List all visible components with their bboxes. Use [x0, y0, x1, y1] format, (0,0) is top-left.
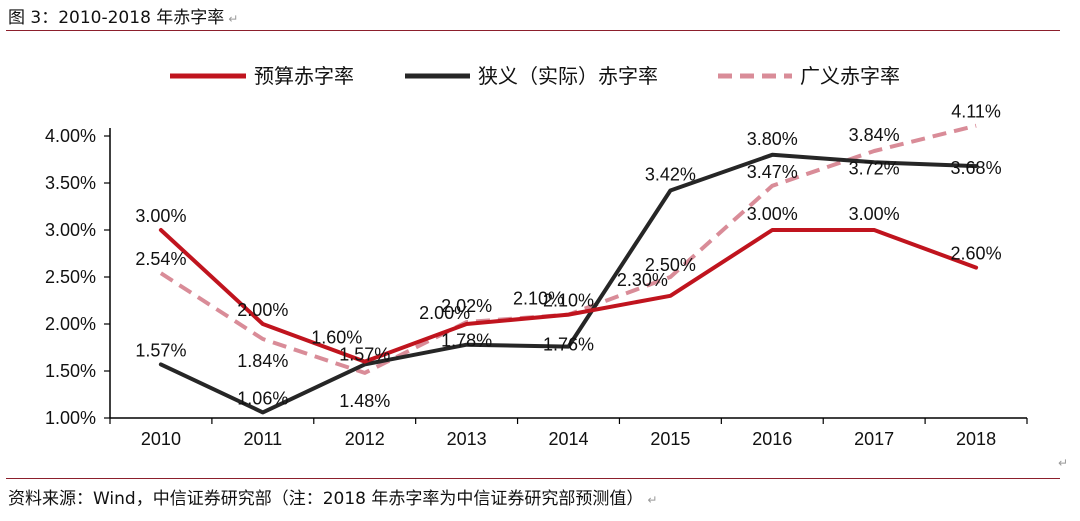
- deficit-line-chart: 预算赤字率 狭义（实际）赤字率 广义赤字率 1.00% 1.50% 2.00% 2.50%…: [45, 65, 1028, 449]
- data-label: 1.57%: [339, 344, 390, 364]
- figure-title: 图 3：2010-2018 年赤字率 ↵: [8, 6, 238, 31]
- data-label: 3.42%: [645, 165, 696, 185]
- data-label: 3.84%: [849, 125, 900, 145]
- figure-title-text: 图 3：2010-2018 年赤字率: [8, 8, 225, 28]
- x-tick-label: 2018: [956, 429, 996, 449]
- data-label: 3.72%: [849, 158, 900, 178]
- y-tick-label: 1.50%: [45, 361, 96, 381]
- data-label: 1.06%: [237, 388, 288, 408]
- data-label: 3.00%: [849, 204, 900, 224]
- data-label: 2.10%: [543, 291, 594, 311]
- data-label: 2.10%: [513, 289, 564, 309]
- data-label: 2.30%: [617, 270, 668, 290]
- data-label: 2.50%: [645, 255, 696, 275]
- data-label: 2.02%: [441, 296, 492, 316]
- series-line-0: [158, 228, 979, 364]
- paragraph-mark-icon: ↵: [1058, 456, 1069, 470]
- data-label: 2.00%: [419, 303, 470, 323]
- x-tick-label: 2014: [548, 429, 588, 449]
- data-label: 2.54%: [135, 249, 186, 269]
- paragraph-mark-icon: ↵: [228, 12, 239, 26]
- x-tick-label: 2015: [650, 429, 690, 449]
- data-label: 1.78%: [441, 331, 492, 351]
- source-note: 资料来源：Wind，中信证券研究部（注：2018 年赤字率为中信证券研究部预测值…: [8, 487, 657, 512]
- legend-label-0: 预算赤字率: [254, 65, 354, 88]
- data-label: 3.00%: [135, 206, 186, 226]
- data-label: 1.48%: [339, 391, 390, 411]
- chart-data-labels: 3.00% 2.00% 1.60% 2.00% 2.10% 2.30% 3.00% 3.00%…: [135, 102, 1001, 411]
- paragraph-mark-icon: ↵: [647, 493, 658, 507]
- chart-legend: 预算赤字率 狭义（实际）赤字率 广义赤字率: [170, 65, 900, 88]
- data-label: 1.84%: [237, 351, 288, 371]
- y-tick-label: 1.00%: [45, 408, 96, 428]
- top-divider: [6, 30, 1060, 31]
- data-label: 3.80%: [747, 129, 798, 149]
- y-tick-label: 4.00%: [45, 126, 96, 146]
- y-tick-label: 2.00%: [45, 314, 96, 334]
- x-tick-label: 2012: [345, 429, 385, 449]
- x-tick-label: 2017: [854, 429, 894, 449]
- data-label: 1.60%: [311, 328, 362, 348]
- data-label: 3.47%: [747, 162, 798, 182]
- chart-axes: 1.00% 1.50% 2.00% 2.50% 3.00% 3.50% 4.00% 2010 2…: [45, 126, 1028, 449]
- x-tick-label: 2013: [447, 429, 487, 449]
- bottom-divider: [6, 478, 1060, 479]
- x-tick-label: 2011: [243, 429, 282, 449]
- data-label: 3.68%: [951, 158, 1002, 178]
- series-line-1: [158, 152, 979, 415]
- legend-label-1: 狭义（实际）赤字率: [478, 65, 658, 88]
- x-tick-label: 2010: [141, 429, 181, 449]
- data-label: 1.76%: [543, 335, 594, 355]
- chart-series-lines: [158, 123, 979, 415]
- data-label: 3.00%: [747, 204, 798, 224]
- x-tick-label: 2016: [752, 429, 792, 449]
- data-label: 1.57%: [135, 340, 186, 360]
- y-tick-label: 3.00%: [45, 220, 96, 240]
- data-label: 4.11%: [951, 102, 1001, 122]
- legend-label-2: 广义赤字率: [800, 65, 900, 88]
- source-note-text: 资料来源：Wind，中信证券研究部（注：2018 年赤字率为中信证券研究部预测值…: [8, 489, 644, 509]
- y-tick-label: 2.50%: [45, 267, 96, 287]
- data-label: 2.00%: [237, 300, 288, 320]
- data-label: 2.60%: [951, 244, 1002, 264]
- y-tick-label: 3.50%: [45, 173, 96, 193]
